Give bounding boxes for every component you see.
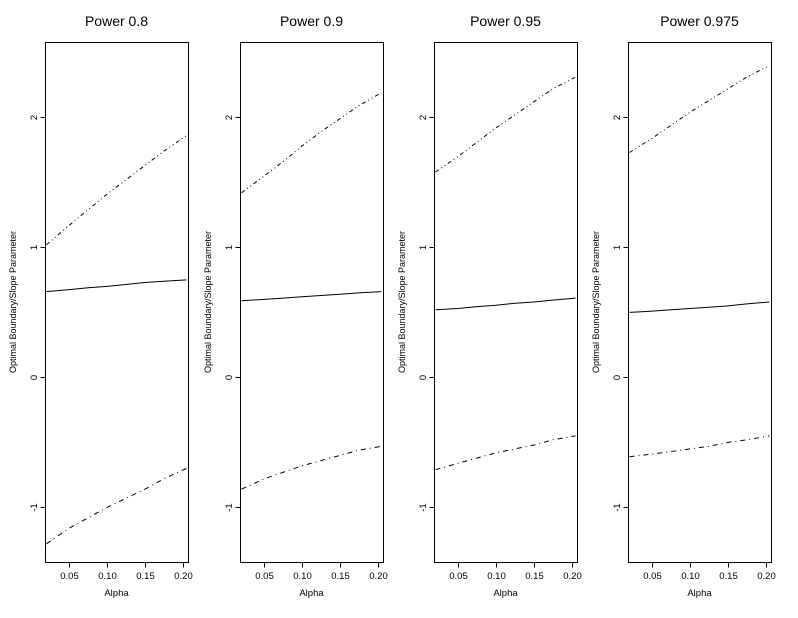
y-tick-label: 0 [612, 375, 623, 380]
x-tick-label: 0.05 [255, 571, 274, 582]
series-middle-slope [46, 279, 187, 293]
plot-border [434, 42, 578, 563]
series-upper-boundary [629, 64, 770, 153]
x-tick-label: 0.10 [293, 571, 312, 582]
panel-title-power-0.95: Power 0.95 [470, 13, 541, 29]
x-tick-label: 0.20 [369, 571, 388, 582]
x-axis-label: Alpha [493, 588, 518, 599]
series-upper-boundary [46, 135, 187, 246]
y-tick-label: 0 [224, 375, 235, 380]
y-tick-label: 2 [29, 115, 40, 120]
x-tick-label: 0.20 [174, 571, 193, 582]
x-tick-label: 0.15 [719, 571, 738, 582]
y-tick-label: 0 [29, 375, 40, 380]
panel-title-power-0.975: Power 0.975 [660, 13, 739, 29]
plot-area-power-0.8: 0.05 0.10 0.15 0.20 -1 0 1 2 [29, 42, 193, 582]
series-middle-slope [435, 297, 576, 311]
y-tick-label: 1 [612, 245, 623, 250]
plot-area-power-0.95: 0.05 0.10 0.15 0.20 -1 0 1 2 [418, 42, 582, 582]
series-lower-boundary [435, 435, 576, 471]
y-tick-label: -1 [224, 503, 235, 511]
x-tick-label: 0.20 [563, 571, 582, 582]
x-axis-label: Alpha [299, 588, 324, 599]
plot-area-power-0.975: 0.05 0.10 0.15 0.20 -1 0 1 2 [612, 42, 776, 582]
series-upper-boundary [435, 76, 576, 173]
x-tick-label: 0.05 [643, 571, 662, 582]
y-tick-label: -1 [612, 503, 623, 511]
plot-border [628, 42, 772, 563]
x-axis-label: Alpha [687, 588, 712, 599]
plot-border [45, 42, 189, 563]
y-tick-label: 2 [418, 115, 429, 120]
plot-area-power-0.9: 0.05 0.10 0.15 0.20 -1 0 1 2 [224, 42, 388, 582]
x-tick-label: 0.10 [681, 571, 700, 582]
series-lower-boundary [46, 467, 187, 545]
x-tick-label: 0.05 [449, 571, 468, 582]
y-tick-label: 1 [418, 245, 429, 250]
plot-border [240, 42, 384, 563]
x-tick-label: 0.20 [757, 571, 776, 582]
series-upper-boundary [241, 92, 382, 194]
x-tick-label: 0.10 [98, 571, 117, 582]
series-middle-slope [241, 291, 382, 302]
y-tick-label: 1 [224, 245, 235, 250]
y-tick-label: -1 [29, 503, 40, 511]
panel-title-power-0.8: Power 0.8 [84, 13, 149, 29]
y-tick-label: -1 [418, 503, 429, 511]
y-tick-label: 1 [29, 245, 40, 250]
panel-title-power-0.9: Power 0.9 [279, 13, 344, 29]
series-middle-slope [629, 301, 770, 313]
series-lower-boundary [241, 445, 382, 490]
x-tick-label: 0.15 [525, 571, 544, 582]
x-tick-label: 0.05 [60, 571, 79, 582]
x-tick-label: 0.15 [331, 571, 350, 582]
y-tick-label: 2 [612, 115, 623, 120]
y-tick-label: 0 [418, 375, 429, 380]
y-tick-label: 2 [224, 115, 235, 120]
x-tick-label: 0.10 [487, 571, 506, 582]
x-axis-label: Alpha [104, 588, 129, 599]
x-tick-label: 0.15 [136, 571, 155, 582]
series-lower-boundary [629, 435, 770, 458]
